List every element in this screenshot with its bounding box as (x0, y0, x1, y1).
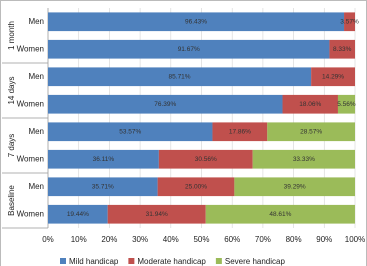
y-tick-label: Men (28, 127, 44, 136)
value-label: 17.86% (229, 128, 251, 135)
group-label: Baseline (7, 185, 16, 216)
value-label: 36.11% (93, 156, 115, 163)
bar-segment (205, 204, 355, 224)
bar-segment (48, 177, 158, 197)
bar-segment (48, 149, 159, 169)
bar-segment (234, 177, 355, 197)
value-label: 14.29% (322, 73, 344, 80)
x-tick-label: 20% (101, 235, 117, 244)
bar-segment (107, 204, 206, 224)
bar-segment (48, 67, 312, 87)
x-tick-label: 30% (132, 235, 148, 244)
value-label: 19.44% (67, 211, 89, 218)
bar-segment (48, 122, 213, 142)
bar-segment (282, 94, 338, 114)
y-tick-label: Women (17, 99, 44, 108)
bar-segment (48, 94, 283, 114)
value-label: 35.71% (92, 183, 114, 190)
bar-segment (157, 177, 235, 197)
value-label: 96.43% (185, 18, 207, 25)
bar-segment (311, 67, 355, 87)
value-label: 33.33% (293, 156, 315, 163)
group-label: 14 days (7, 76, 16, 104)
value-label: 31.94% (146, 211, 168, 218)
bar-segment (329, 39, 355, 59)
bar-segment (212, 122, 268, 142)
bar-segment (267, 122, 355, 142)
bar-segment (48, 39, 330, 59)
bar-segment (158, 149, 253, 169)
bar-segment (344, 12, 355, 32)
x-tick-label: 70% (255, 235, 271, 244)
value-label: 39.29% (284, 183, 306, 190)
x-tick-label: 50% (193, 235, 209, 244)
legend-label: Moderate handicap (137, 257, 206, 266)
value-label: 53.57% (119, 128, 141, 135)
legend-swatch (60, 258, 66, 264)
bar-segment (48, 204, 108, 224)
value-label: 91.67% (178, 46, 200, 53)
value-label: 48.61% (269, 211, 291, 218)
legend-label: Mild handicap (69, 257, 119, 266)
value-label: 18.06% (299, 101, 321, 108)
y-tick-label: Men (28, 72, 44, 81)
value-label: 28.57% (300, 128, 322, 135)
value-label: 85.71% (169, 73, 191, 80)
bar-segment (252, 149, 355, 169)
legend-swatch (215, 258, 222, 264)
legend-swatch (128, 258, 135, 264)
y-tick-label: Men (28, 17, 44, 26)
bar-segment (337, 94, 356, 114)
y-tick-label: Women (17, 44, 44, 53)
value-label: 25.00% (185, 183, 207, 190)
x-tick-label: 0% (42, 235, 54, 244)
group-label: 1 month (7, 21, 16, 50)
value-label: 30.56% (195, 156, 217, 163)
x-tick-label: 100% (345, 235, 365, 244)
value-label: 76.39% (154, 101, 176, 108)
x-tick-label: 90% (316, 235, 332, 244)
y-tick-label: Women (17, 154, 44, 163)
x-tick-label: 80% (286, 235, 302, 244)
value-label: 3.57% (340, 18, 359, 25)
y-tick-label: Women (17, 209, 44, 218)
y-tick-label: Men (28, 182, 44, 191)
x-tick-label: 40% (163, 235, 179, 244)
value-label: 5.56% (337, 101, 356, 108)
legend-label: Severe handicap (225, 257, 286, 266)
x-tick-label: 60% (224, 235, 240, 244)
value-label: 8.33% (333, 46, 352, 53)
bar-segment (48, 12, 345, 32)
x-tick-label: 10% (71, 235, 87, 244)
group-label: 7 days (7, 134, 16, 158)
